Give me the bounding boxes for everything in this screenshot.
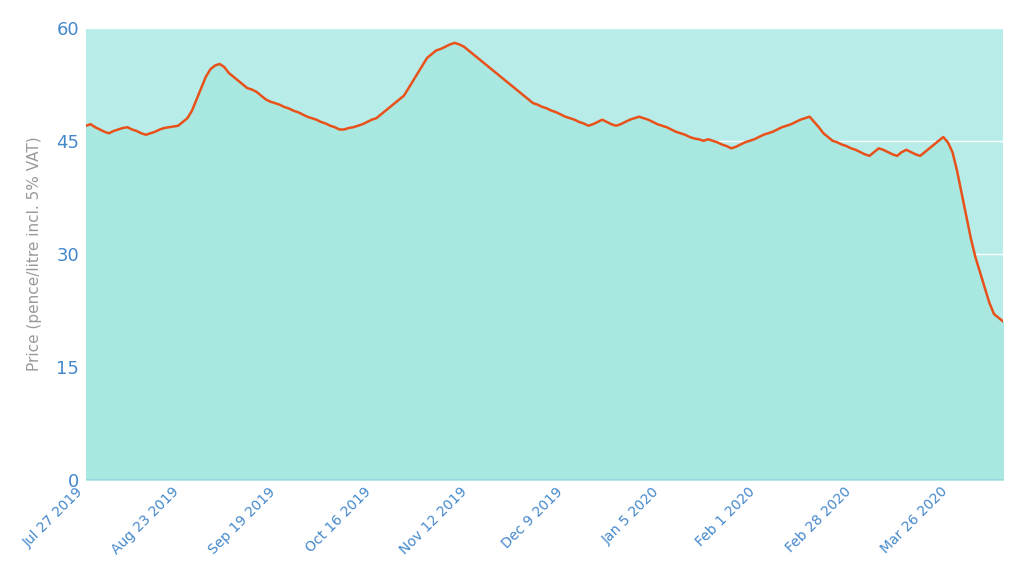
Y-axis label: Price (pence/litre incl. 5% VAT): Price (pence/litre incl. 5% VAT) (28, 136, 42, 371)
